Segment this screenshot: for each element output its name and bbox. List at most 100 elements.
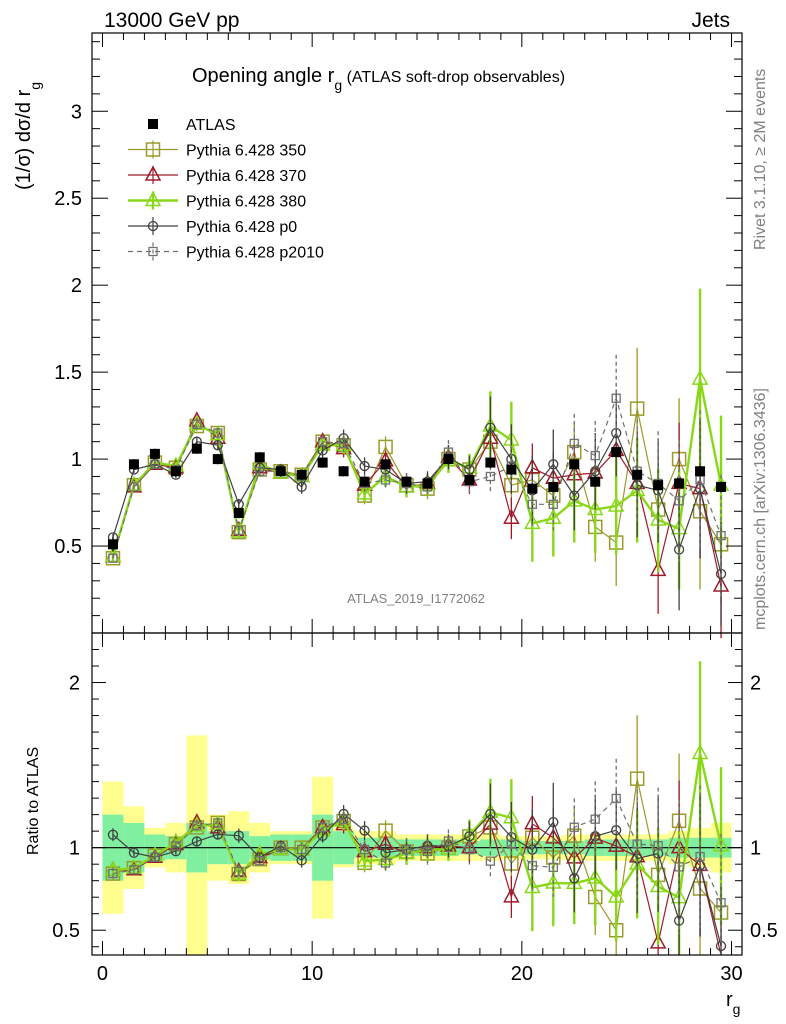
x-tick-label: 20 bbox=[511, 963, 533, 985]
ratio-point-pythia-6-428-370 bbox=[503, 887, 520, 903]
ratio-point-pythia-6-428-350 bbox=[629, 771, 645, 786]
ratio-point-pythia-6-428-p0 bbox=[128, 847, 140, 858]
header-right: Jets bbox=[691, 9, 730, 32]
series-line-pythia-6-428-p0 bbox=[112, 426, 722, 575]
point-pythia-6-428-p2010 bbox=[129, 482, 139, 492]
point-pythia-6-428-380 bbox=[586, 499, 604, 516]
point-pythia-6-428-p0 bbox=[464, 464, 475, 475]
ratio-point-pythia-6-428-p0 bbox=[485, 808, 496, 820]
legend-marker-atlas bbox=[148, 119, 158, 129]
ratio-point-pythia-6-428-p2010 bbox=[506, 839, 517, 849]
ratio-point-pythia-6-428-p0 bbox=[191, 836, 202, 847]
ratio-point-pythia-6-428-380 bbox=[377, 850, 394, 866]
ratio-point-pythia-6-428-p2010 bbox=[611, 793, 621, 804]
point-pythia-6-428-p0 bbox=[548, 459, 559, 470]
x-tick-label: 30 bbox=[720, 963, 742, 985]
ratio-point-pythia-6-428-p0 bbox=[673, 915, 685, 926]
point-pythia-6-428-p0 bbox=[212, 440, 223, 451]
point-atlas bbox=[191, 443, 202, 454]
ratio-y-tick-label: 1 bbox=[69, 838, 80, 860]
point-pythia-6-428-380 bbox=[607, 496, 625, 512]
point-pythia-6-428-p2010 bbox=[338, 438, 349, 449]
point-pythia-6-428-p2010 bbox=[590, 450, 600, 461]
point-pythia-6-428-380 bbox=[377, 466, 394, 483]
ratio-point-pythia-6-428-p2010 bbox=[653, 841, 663, 851]
ratio-line-pythia-6-428-p0 bbox=[112, 813, 722, 947]
x-axis-label: rg bbox=[726, 989, 740, 1017]
point-atlas bbox=[296, 469, 307, 480]
point-atlas bbox=[506, 464, 517, 475]
ratio-point-pythia-6-428-p2010 bbox=[255, 856, 265, 866]
point-atlas bbox=[527, 483, 538, 494]
point-pythia-6-428-p2010 bbox=[192, 419, 202, 429]
legend-marker-pythia-6-428-350 bbox=[145, 142, 161, 157]
point-atlas bbox=[170, 466, 181, 477]
ratio-point-pythia-6-428-380 bbox=[586, 868, 604, 884]
ratio-y-tick-label-right: 1 bbox=[750, 838, 761, 860]
point-pythia-6-428-p2010 bbox=[317, 437, 328, 447]
ratio-point-pythia-6-428-p2010 bbox=[234, 866, 244, 877]
point-pythia-6-428-p2010 bbox=[674, 496, 684, 506]
ratio-point-pythia-6-428-p0 bbox=[107, 829, 119, 840]
point-atlas bbox=[359, 476, 370, 487]
point-atlas bbox=[212, 454, 223, 465]
point-atlas bbox=[443, 454, 454, 465]
series-line-pythia-6-428-370 bbox=[112, 419, 722, 587]
point-atlas bbox=[107, 539, 118, 550]
point-atlas bbox=[128, 459, 139, 470]
x-tick-label: 0 bbox=[97, 963, 108, 985]
ratio-point-pythia-6-428-p2010 bbox=[171, 841, 181, 851]
analysis-tag: ATLAS_2019_I1772062 bbox=[347, 591, 485, 606]
point-pythia-6-428-p2010 bbox=[569, 438, 579, 449]
header-left: 13000 GeV pp bbox=[104, 9, 239, 32]
legend-label-atlas: ATLAS bbox=[186, 117, 236, 134]
ratio-point-pythia-6-428-p0 bbox=[380, 847, 391, 858]
point-atlas bbox=[716, 481, 727, 492]
point-pythia-6-428-380 bbox=[691, 369, 709, 385]
ratio-point-pythia-6-428-p0 bbox=[359, 825, 370, 836]
main-y-tick-label: 3 bbox=[71, 101, 82, 123]
ratio-point-pythia-6-428-p2010 bbox=[359, 844, 370, 855]
point-atlas bbox=[590, 476, 601, 487]
point-atlas bbox=[401, 476, 412, 487]
point-pythia-6-428-p2010 bbox=[380, 475, 391, 485]
ratio-point-pythia-6-428-370 bbox=[649, 933, 667, 949]
ratio-point-pythia-6-428-p2010 bbox=[380, 858, 391, 868]
point-pythia-6-428-p2010 bbox=[108, 553, 118, 563]
point-pythia-6-428-p0 bbox=[569, 490, 580, 501]
main-y-tick-label: 0.5 bbox=[54, 536, 82, 558]
point-atlas bbox=[275, 466, 286, 477]
ratio-point-pythia-6-428-380 bbox=[691, 743, 709, 760]
ratio-point-pythia-6-428-p2010 bbox=[108, 868, 118, 879]
point-atlas bbox=[254, 452, 265, 463]
point-pythia-6-428-p2010 bbox=[150, 459, 160, 469]
ratio-point-pythia-6-428-p0 bbox=[569, 873, 580, 884]
chart-title: Opening angle rg (ATLAS soft-drop observ… bbox=[192, 65, 565, 93]
point-pythia-6-428-350 bbox=[105, 550, 121, 566]
ratio-point-pythia-6-428-p2010 bbox=[485, 856, 496, 866]
point-pythia-6-428-p2010 bbox=[213, 428, 223, 438]
ratio-point-pythia-6-428-p2010 bbox=[590, 814, 600, 824]
point-atlas bbox=[632, 469, 643, 480]
ratio-point-pythia-6-428-p2010 bbox=[632, 839, 642, 849]
point-pythia-6-428-p2010 bbox=[255, 466, 265, 476]
point-pythia-6-428-p2010 bbox=[527, 499, 537, 509]
point-atlas bbox=[422, 478, 433, 489]
point-pythia-6-428-380 bbox=[524, 513, 541, 530]
point-pythia-6-428-370 bbox=[503, 508, 520, 524]
ratio-point-pythia-6-428-p0 bbox=[233, 830, 244, 841]
legend-marker-pythia-6-428-380 bbox=[144, 190, 162, 207]
rivet-label: Rivet 3.1.10, ≥ 2M events bbox=[752, 69, 769, 250]
point-atlas bbox=[233, 508, 244, 518]
ratio-point-pythia-6-428-p2010 bbox=[297, 844, 307, 855]
ratio-point-pythia-6-428-p0 bbox=[464, 831, 475, 842]
point-pythia-6-428-p0 bbox=[296, 481, 307, 493]
point-atlas bbox=[674, 478, 685, 489]
point-pythia-6-428-p2010 bbox=[485, 471, 496, 482]
ratio-point-pythia-6-428-p2010 bbox=[674, 862, 684, 872]
main-y-tick-label: 1.5 bbox=[54, 362, 82, 384]
point-pythia-6-428-p2010 bbox=[234, 525, 244, 536]
ratio-y-axis-label: Ratio to ATLAS bbox=[25, 747, 42, 855]
legend-label-pythia-6-428-370: Pythia 6.428 370 bbox=[186, 168, 306, 185]
